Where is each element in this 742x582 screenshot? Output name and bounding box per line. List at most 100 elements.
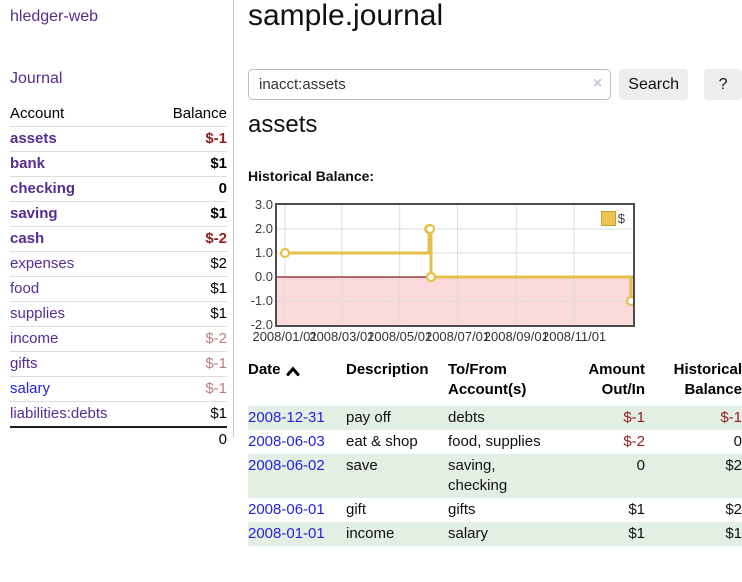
register-balance: 0: [733, 433, 742, 450]
chart-legend: $: [598, 210, 627, 227]
app-title-link[interactable]: hledger-web: [10, 8, 99, 25]
account-balance: $-1: [205, 355, 227, 372]
account-name[interactable]: supplies: [10, 305, 66, 322]
account-row: cash $-2: [10, 226, 227, 252]
account-row: gifts $-1: [10, 351, 227, 377]
account-row: bank $1: [10, 151, 227, 177]
register-amount: $1: [628, 501, 645, 518]
register-header-balance: Historical Balance: [673, 361, 742, 398]
account-row: income $-2: [10, 326, 227, 352]
y-axis-tick-label: -2.0: [250, 317, 273, 332]
account-name[interactable]: expenses: [10, 255, 75, 272]
search-input[interactable]: [248, 69, 612, 100]
accounts-total-row: 0: [10, 427, 227, 452]
account-balance: 0: [218, 180, 227, 197]
account-name[interactable]: salary: [10, 380, 51, 397]
register-date[interactable]: 2008-12-31: [248, 409, 325, 426]
search-box: ×: [248, 69, 612, 100]
account-name[interactable]: food: [10, 280, 40, 297]
x-axis-tick-label: 2008/09/01: [483, 329, 549, 344]
register-row: 2008-12-31 pay off debts $-1 $-1: [248, 406, 742, 430]
accounts-header-balance: Balance: [172, 105, 227, 122]
account-balance: $-1: [205, 130, 227, 147]
sidebar-item-journal[interactable]: Journal: [10, 70, 63, 87]
register-description: gift: [346, 501, 367, 518]
chart-plot-area[interactable]: $: [275, 203, 635, 327]
register-header-description: Description: [346, 361, 429, 378]
register-date[interactable]: 2008-06-02: [248, 457, 325, 474]
register-header-amount: Amount Out/In: [588, 361, 645, 398]
account-balance: $1: [210, 155, 227, 172]
accounts-total-spacer: [10, 427, 149, 452]
account-balance: $1: [210, 205, 227, 222]
y-axis-tick-label: 0.0: [254, 269, 273, 284]
register-amount: $1: [628, 525, 645, 542]
account-name[interactable]: bank: [10, 155, 46, 172]
chart-title: Historical Balance:: [248, 168, 375, 184]
account-balance: $2: [210, 255, 227, 272]
sidebar: hledger-web Journal Account Balance asse…: [0, 0, 234, 448]
register-amount: 0: [636, 457, 645, 474]
register-description: save: [346, 457, 378, 474]
register-balance: $2: [725, 501, 742, 518]
accounts-header-account: Account: [10, 105, 65, 122]
account-name[interactable]: gifts: [10, 355, 38, 372]
x-axis-tick-label: 2008/03/01: [309, 329, 375, 344]
x-axis-tick-label: 2008/11/01: [542, 329, 607, 344]
register-date[interactable]: 2008-06-03: [248, 433, 325, 450]
register-accounts: salary: [448, 525, 489, 542]
register-amount: $-1: [623, 409, 645, 426]
account-row: supplies $1: [10, 301, 227, 327]
x-axis-tick-label: 2008/01/01: [252, 329, 318, 344]
register-description: eat & shop: [346, 433, 418, 450]
register-description: pay off: [346, 409, 391, 426]
accounts-header-row: Account Balance: [10, 102, 227, 127]
register-row: 2008-01-01 income salary $1 $1: [248, 522, 742, 546]
accounts-table: Account Balance assets $-1 bank $1 checking 0…: [10, 102, 227, 452]
account-name[interactable]: liabilities:debts: [10, 405, 108, 422]
account-row: checking 0: [10, 176, 227, 202]
x-axis-tick-label: 2008/07/01: [424, 329, 491, 344]
register-description: income: [346, 525, 395, 542]
register-header-row: Date Description To/From Account(s) Amou…: [248, 358, 742, 406]
account-row: assets $-1: [10, 126, 227, 152]
y-axis-tick-label: -1.0: [250, 293, 273, 308]
main-content: sample.journal × Search ? assets Histori…: [248, 0, 742, 582]
account-heading: assets: [248, 111, 318, 138]
account-name[interactable]: income: [10, 330, 59, 347]
register-amount: $-2: [623, 433, 645, 450]
account-name[interactable]: assets: [10, 130, 57, 147]
help-button[interactable]: ?: [704, 69, 742, 100]
register-accounts: gifts: [448, 501, 476, 518]
register-header-date[interactable]: Date: [248, 358, 346, 406]
account-name[interactable]: checking: [10, 180, 76, 197]
y-axis-tick-label: 1.0: [254, 245, 273, 260]
account-balance: $-2: [205, 330, 227, 347]
historical-balance-chart[interactable]: 3.0 2.0 1.0 0.0 -1.0 -2.0 $ 2008/01/01 2008/03…: [248, 197, 742, 345]
account-name[interactable]: cash: [10, 230, 45, 247]
clear-search-icon[interactable]: ×: [592, 75, 603, 92]
search-button[interactable]: Search: [619, 69, 689, 100]
register-date[interactable]: 2008-01-01: [248, 525, 325, 542]
register-balance: $2: [725, 457, 742, 474]
legend-swatch-icon: [600, 211, 616, 226]
register-table: Date Description To/From Account(s) Amou…: [248, 358, 742, 546]
register-date[interactable]: 2008-06-01: [248, 501, 325, 518]
page-title: sample.journal: [248, 0, 444, 32]
account-name[interactable]: saving: [10, 205, 58, 222]
account-row: expenses $2: [10, 251, 227, 277]
y-axis-tick-label: 2.0: [254, 221, 273, 236]
search-form: × Search ?: [248, 69, 742, 100]
accounts-total-balance: 0: [218, 431, 227, 448]
account-balance: $1: [210, 405, 227, 422]
x-axis-tick-label: 2008/05/01: [367, 329, 433, 344]
register-header-date-label: Date: [248, 361, 281, 378]
register-balance: $-1: [720, 409, 742, 426]
register-header-accounts: To/From Account(s): [448, 361, 527, 398]
y-axis-tick-label: 3.0: [254, 197, 273, 212]
account-row: salary $-1: [10, 376, 227, 402]
account-row: saving $1: [10, 201, 227, 227]
register-row: 2008-06-01 gift gifts $1 $2: [248, 498, 742, 522]
account-balance: $-1: [205, 380, 227, 397]
